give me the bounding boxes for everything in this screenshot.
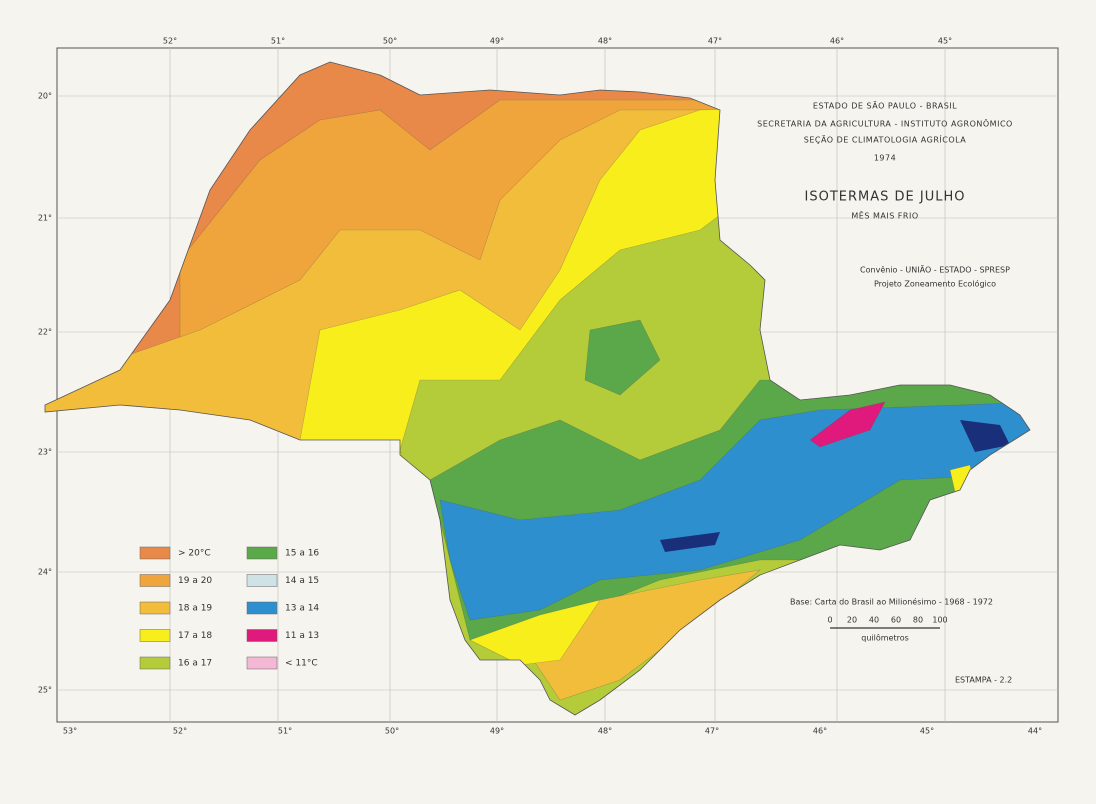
longitude-label: 49° <box>490 37 504 46</box>
credit: Convênio - UNIÃO - ESTADO - SPRESP <box>860 265 1010 275</box>
longitude-label: 48° <box>598 727 612 736</box>
latitude-label: 20° <box>38 92 52 101</box>
scale-tick: 60 <box>891 616 901 625</box>
plate-number: ESTAMPA - 2.2 <box>955 676 1012 685</box>
credit: Projeto Zoneamento Ecológico <box>874 279 996 289</box>
legend-label: 17 a 18 <box>178 631 212 641</box>
legend-label: 11 a 13 <box>285 631 319 641</box>
longitude-label: 46° <box>830 37 844 46</box>
scale-unit: quilômetros <box>861 633 909 643</box>
legend-swatch <box>246 656 278 670</box>
legend-label: 16 a 17 <box>178 659 212 669</box>
longitude-label: 47° <box>708 37 722 46</box>
scale-tick: 40 <box>869 616 879 625</box>
map-subtitle: MÊS MAIS FRIO <box>851 210 918 221</box>
deep-zone <box>660 532 720 552</box>
longitude-label: 48° <box>598 37 612 46</box>
longitude-label: 46° <box>813 727 827 736</box>
state-border <box>44 61 1031 716</box>
longitude-label: 53° <box>63 727 77 736</box>
header-line: ESTADO DE SÃO PAULO - BRASIL <box>813 101 957 111</box>
legend-label: 14 a 15 <box>285 576 319 586</box>
legend-swatch <box>139 574 171 587</box>
isotherm-zone <box>809 401 886 448</box>
longitude-label: 50° <box>385 727 399 736</box>
legend-swatch <box>246 601 278 615</box>
legend-label: 15 a 16 <box>285 549 319 559</box>
header-line: SEÇÃO DE CLIMATOLOGIA AGRÍCOLA <box>804 134 967 145</box>
legend-swatch <box>246 629 278 642</box>
legend-swatch <box>139 546 171 560</box>
legend-label: 18 a 19 <box>178 604 212 614</box>
header-line: 1974 <box>874 154 896 163</box>
labels: ESTADO DE SÃO PAULO - BRASIL SECRETARIA D… <box>38 37 1042 736</box>
legend-label: < 11°C <box>285 659 318 669</box>
scale-tick: 100 <box>932 616 947 625</box>
header-line: SECRETARIA DA AGRICULTURA - INSTITUTO AG… <box>757 118 1013 129</box>
isotherm-zone <box>584 319 661 396</box>
longitude-label: 45° <box>938 37 952 46</box>
legend-swatch <box>246 546 278 560</box>
longitude-label: 49° <box>490 727 504 736</box>
latitude-label: 21° <box>38 214 52 223</box>
scale-tick: 20 <box>847 616 857 625</box>
legend-label: 13 a 14 <box>285 604 319 614</box>
longitude-label: 44° <box>1028 727 1042 736</box>
map-title: ISOTERMAS DE JULHO <box>805 190 966 205</box>
legend-swatch <box>139 601 171 615</box>
longitude-label: 50° <box>383 37 397 46</box>
scale-tick: 80 <box>913 616 923 625</box>
longitude-label: 52° <box>173 727 187 736</box>
latitude-label: 23° <box>38 448 52 457</box>
legend-label: > 20°C <box>178 549 211 559</box>
longitude-label: 45° <box>920 727 934 736</box>
latitude-label: 24° <box>38 568 52 577</box>
legend-label: 19 a 20 <box>178 576 212 586</box>
legend-swatch <box>139 656 171 670</box>
legend-swatch <box>139 629 171 642</box>
longitude-label: 52° <box>163 37 177 46</box>
legend-swatch <box>246 574 278 587</box>
longitude-label: 51° <box>271 37 285 46</box>
base-note: Base: Carta do Brasil ao Milionésimo - 1… <box>790 597 993 607</box>
latitude-label: 25° <box>38 686 52 695</box>
deep-zone <box>960 420 1010 452</box>
scale-tick: 0 <box>827 616 832 625</box>
frame <box>56 47 1059 723</box>
longitude-label: 51° <box>278 727 292 736</box>
longitude-label: 47° <box>705 727 719 736</box>
latitude-label: 22° <box>38 328 52 337</box>
